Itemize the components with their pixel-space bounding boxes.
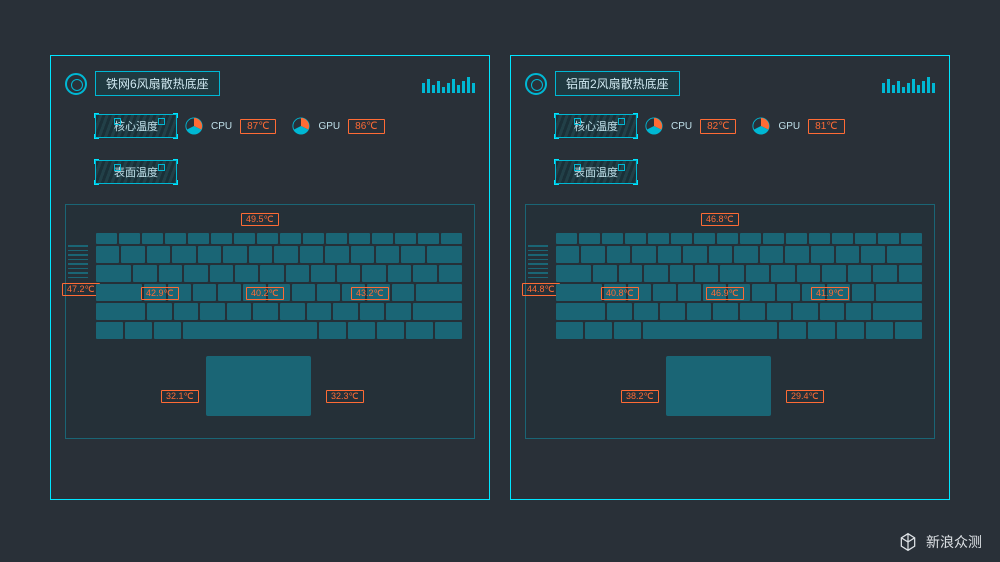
cpu-temp: 87℃ xyxy=(240,119,276,134)
core-temp-row: 核心温度 CPU 87℃ GPU 86℃ xyxy=(95,114,475,138)
cpu-label: CPU xyxy=(671,121,692,132)
temp-pad-right: 32.3℃ xyxy=(326,390,364,403)
surface-temp-label: 表面温度 xyxy=(555,160,637,184)
pie-chart-icon xyxy=(185,117,203,135)
touchpad xyxy=(206,356,311,416)
panel-header: 铁网6风扇散热底座 xyxy=(65,71,475,96)
core-temp-row: 核心温度 CPU 82℃ GPU 81℃ xyxy=(555,114,935,138)
surface-temp-text: 表面温度 xyxy=(114,167,158,179)
equalizer-icon xyxy=(882,75,935,93)
surface-temp-text: 表面温度 xyxy=(574,167,618,179)
temp-pad-right: 29.4℃ xyxy=(786,390,824,403)
panel-right: 铝面2风扇散热底座 核心温度 CPU 82℃ GPU 81℃ 表面温度 46.8… xyxy=(510,55,950,500)
cpu-temp: 82℃ xyxy=(700,119,736,134)
cpu-label: CPU xyxy=(211,121,232,132)
temp-left-edge: 47.2℃ xyxy=(62,283,100,296)
watermark-text: 新浪众测 xyxy=(926,532,982,552)
temp-kb-center: 46.9℃ xyxy=(706,287,744,300)
gpu-temp: 81℃ xyxy=(808,119,844,134)
gpu-label: GPU xyxy=(318,121,340,132)
temp-top-center: 46.8℃ xyxy=(701,213,739,226)
core-temp-label: 核心温度 xyxy=(95,114,177,138)
temp-left-edge: 44.8℃ xyxy=(522,283,560,296)
temp-kb-right: 41.9℃ xyxy=(811,287,849,300)
temp-kb-left: 40.8℃ xyxy=(601,287,639,300)
core-temp-label: 核心温度 xyxy=(555,114,637,138)
temp-pad-left: 32.1℃ xyxy=(161,390,199,403)
pie-chart-icon xyxy=(752,117,770,135)
panel-header: 铝面2风扇散热底座 xyxy=(525,71,935,96)
watermark: 新浪众测 xyxy=(898,532,982,552)
disc-icon xyxy=(525,73,547,95)
temp-kb-right: 43.2℃ xyxy=(351,287,389,300)
cube-icon xyxy=(898,532,918,552)
disc-icon xyxy=(65,73,87,95)
gpu-label: GPU xyxy=(778,121,800,132)
touchpad xyxy=(666,356,771,416)
core-temp-text: 核心温度 xyxy=(114,121,158,133)
laptop-diagram: 46.8℃ 44.8℃ 40.8℃ 46.9℃ 41.9℃ 38.2℃ 29.4… xyxy=(525,204,935,439)
temp-kb-left: 42.9℃ xyxy=(141,287,179,300)
pie-chart-icon xyxy=(292,117,310,135)
vent-lines xyxy=(528,245,548,281)
temp-pad-left: 38.2℃ xyxy=(621,390,659,403)
surface-temp-label: 表面温度 xyxy=(95,160,177,184)
gpu-temp: 86℃ xyxy=(348,119,384,134)
pie-chart-icon xyxy=(645,117,663,135)
temp-top-center: 49.5℃ xyxy=(241,213,279,226)
panel-title: 铝面2风扇散热底座 xyxy=(555,71,680,96)
panel-left: 铁网6风扇散热底座 核心温度 CPU 87℃ GPU 86℃ 表面温度 49.5… xyxy=(50,55,490,500)
laptop-diagram: 49.5℃ 47.2℃ 42.9℃ 40.2℃ 43.2℃ 32.1℃ 32.3… xyxy=(65,204,475,439)
equalizer-icon xyxy=(422,75,475,93)
panels-container: 铁网6风扇散热底座 核心温度 CPU 87℃ GPU 86℃ 表面温度 49.5… xyxy=(0,0,1000,545)
vent-lines xyxy=(68,245,88,281)
temp-kb-center: 40.2℃ xyxy=(246,287,284,300)
core-temp-text: 核心温度 xyxy=(574,121,618,133)
panel-title: 铁网6风扇散热底座 xyxy=(95,71,220,96)
